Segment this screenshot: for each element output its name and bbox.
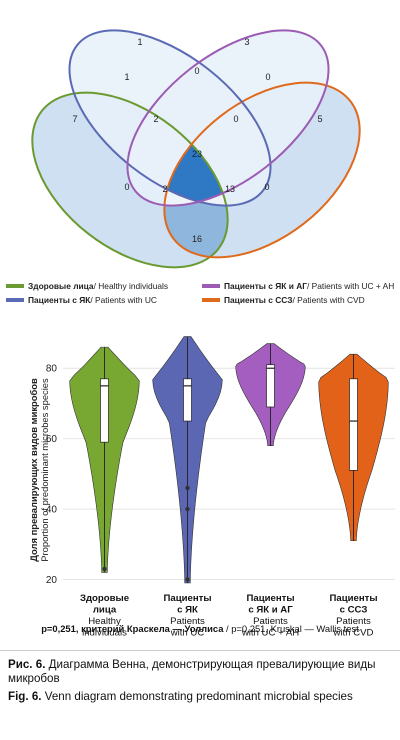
y-tick-label: 60 xyxy=(46,434,58,445)
y-axis-ticks: 20 40 60 80 xyxy=(46,364,58,586)
violin-box xyxy=(183,378,192,422)
y-axis-title: Доля превалирующих видов микробов Propor… xyxy=(28,378,50,562)
venn-count-uc-ucah-cvd: 0 xyxy=(233,114,238,124)
venn-count-cvd-only: 5 xyxy=(317,114,322,124)
venn-count-healthy-only: 7 xyxy=(72,114,77,124)
violin-group xyxy=(235,343,306,446)
figure-caption: Рис. 6. Диаграмма Венна, демонстрирующая… xyxy=(8,658,392,704)
x-tick-label-line: individuals xyxy=(82,628,127,639)
x-tick-label: Пациенты с ССЗ Patients with CVD xyxy=(329,593,377,639)
x-tick-label-line: с ЯК xyxy=(177,605,198,616)
outlier-point xyxy=(102,566,107,572)
caption-en-label: Fig. 6. xyxy=(8,690,42,703)
legend-label-ru: Пациенты с ЯК xyxy=(28,295,91,305)
stat-note-en: / p=0,251, Kruskal — Wallis test xyxy=(223,623,359,634)
x-tick-label-line: with UC xyxy=(170,628,205,639)
y-tick-label: 40 xyxy=(46,505,58,516)
venn-count-all: 23 xyxy=(192,149,202,159)
venn-count-uc-ucah: 0 xyxy=(194,66,199,76)
venn-count-h-cvd-right: 0 xyxy=(264,182,269,192)
legend-label-ru: Здоровые лица xyxy=(28,281,94,291)
x-tick-label-line: Пациенты xyxy=(246,593,294,604)
legend-item-uc: Пациенты с ЯК / Patients with UC xyxy=(6,295,157,305)
outlier-point xyxy=(185,577,190,582)
y-tick-label: 80 xyxy=(46,364,58,375)
caption-en: Fig. 6. Venn diagram demonstrating predo… xyxy=(8,690,392,704)
stat-note-ru: p=0,251, критерий Краскела — Уоллиса xyxy=(41,623,224,634)
venn-count-h-ucah-cvd: 13 xyxy=(225,184,235,194)
outlier-point xyxy=(185,506,190,512)
x-tick-label-line: with CVD xyxy=(333,628,374,639)
y-tick-label: 20 xyxy=(46,575,58,586)
stat-note: p=0,251, критерий Краскела — Уоллиса / p… xyxy=(41,623,359,634)
legend-label-en: / Patients with UC + AH xyxy=(307,281,395,291)
legend-swatch xyxy=(202,284,220,288)
legend-item-healthy: Здоровые лица / Healthy individuals xyxy=(6,281,168,291)
legend-item-ucah: Пациенты с ЯК и АГ / Patients with UC + … xyxy=(202,281,394,291)
y-axis-title-ru: Доля превалирующих видов микробов xyxy=(28,378,39,562)
venn-count-h-uc: 1 xyxy=(124,72,129,82)
x-tick-label: Пациенты с ЯК Patients with UC xyxy=(163,593,211,639)
legend-swatch xyxy=(6,298,24,302)
venn-count-uc-only: 1 xyxy=(137,37,142,47)
legend-swatch xyxy=(202,298,220,302)
caption-ru-label: Рис. 6. xyxy=(8,658,46,671)
x-tick-label: Пациенты с ЯК и АГ Patients with UC + AH xyxy=(241,593,299,639)
x-tick-label-line: Пациенты xyxy=(163,593,211,604)
x-tick-label: Здоровые лица Healthy individuals xyxy=(80,593,129,639)
legend-label-en: / Patients with UC xyxy=(90,295,157,305)
caption-ru: Рис. 6. Диаграмма Венна, демонстрирующая… xyxy=(8,658,392,686)
x-tick-label-line: с ССЗ xyxy=(340,605,368,616)
violin-box xyxy=(349,378,358,471)
venn-count-ucah-only: 3 xyxy=(244,37,249,47)
figure-panel: 1 3 1 0 0 7 2 0 5 23 0 2 13 0 16 Здоровы… xyxy=(0,29,400,651)
venn-set-ucah xyxy=(127,30,329,206)
venn-count-h-uc-cvd: 2 xyxy=(162,184,167,194)
legend-label-ru: Пациенты с ССЗ xyxy=(224,295,293,305)
legend-swatch xyxy=(6,284,24,288)
x-tick-label-line: with UC + AH xyxy=(241,628,299,639)
x-tick-label-line: с ЯК и АГ xyxy=(248,605,293,616)
caption-en-text: Venn diagram demonstrating predominant m… xyxy=(41,690,353,703)
violin-group xyxy=(69,346,140,573)
legend-label-ru: Пациенты с ЯК и АГ xyxy=(224,281,307,291)
violin-chart: Доля превалирующих видов микробов Propor… xyxy=(28,326,395,639)
legend-label-en: / Healthy individuals xyxy=(93,281,169,291)
venn-diagram: 1 3 1 0 0 7 2 0 5 23 0 2 13 0 16 xyxy=(31,29,361,269)
x-tick-label-line: Healthy xyxy=(88,616,121,627)
caption-ru-text: Диаграмма Венна, демонстрирующая превали… xyxy=(8,658,376,685)
violin-box xyxy=(266,364,275,408)
venn-count-h-cvd-bottom: 16 xyxy=(192,234,202,244)
x-tick-label-line: Patients xyxy=(253,616,288,627)
legend-label-en: / Patients with CVD xyxy=(292,295,365,305)
x-tick-label-line: Patients xyxy=(170,616,205,627)
violin-group xyxy=(152,336,223,584)
violin-group xyxy=(318,353,389,542)
y-axis-title-en: Proportion of predominant microbes speci… xyxy=(39,378,50,562)
venn-legend: Здоровые лица / Healthy individuals Паци… xyxy=(6,281,396,311)
x-tick-label-line: лица xyxy=(93,605,117,616)
outlier-point xyxy=(185,485,190,491)
violins xyxy=(69,336,389,584)
venn-count-h-cvd-left: 0 xyxy=(124,182,129,192)
legend-item-cvd: Пациенты с ССЗ / Patients with CVD xyxy=(202,295,365,305)
x-tick-label-line: Patients xyxy=(336,616,371,627)
venn-count-ucah-cvd: 0 xyxy=(265,72,270,82)
venn-count-h-uc-ucah: 2 xyxy=(153,114,158,124)
x-tick-label-line: Здоровые xyxy=(80,593,129,604)
x-tick-label-line: Пациенты xyxy=(329,593,377,604)
violin-box xyxy=(100,378,109,443)
